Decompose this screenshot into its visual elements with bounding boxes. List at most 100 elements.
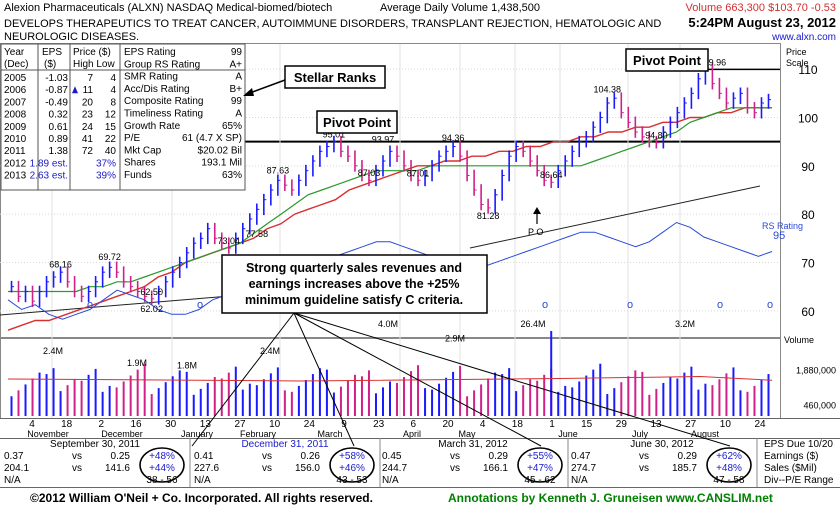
volume-ma-line <box>7 376 773 382</box>
quarter-sales-prev: 166.1 <box>483 463 508 474</box>
fund-year: 2008 <box>4 110 27 121</box>
legend-div-pe: Div--P/E Range <box>764 475 834 486</box>
fund-eps: -0.87 <box>45 85 68 96</box>
price-scale-label: Scale <box>786 58 809 68</box>
highlight-circle <box>329 447 375 483</box>
fund-low: 15 <box>105 122 117 133</box>
quarter-hilo: 38 - 56 <box>146 475 178 486</box>
month-label: March <box>317 429 342 439</box>
fund-eps: 2.63 est. <box>30 171 68 182</box>
earnings-marker: o <box>717 299 723 311</box>
day-label: 4 <box>480 419 486 430</box>
volume-axis-label: 1,880,000 <box>796 366 836 376</box>
quarter-eps-prev: 0.25 <box>111 451 131 462</box>
volume-price: Volume 663,300 $103.70 -0.53 <box>686 2 836 14</box>
quarter-vs: vs <box>72 463 82 474</box>
quarter-hilo: 45 - 62 <box>524 475 556 486</box>
fund-year: 2011 <box>4 146 26 157</box>
day-label: 18 <box>512 419 524 430</box>
rating-value: 65% <box>222 121 242 132</box>
desc-line1: DEVELOPS THERAPEUTICS TO TREAT CANCER, A… <box>4 18 661 30</box>
pivot-1-text: Pivot Point <box>323 115 392 130</box>
quarter-vs: vs <box>639 451 649 462</box>
rating-label: Mkt Cap <box>124 145 162 156</box>
rs-polyline <box>7 221 773 320</box>
rating-label: Funds <box>124 170 152 181</box>
month-label: August <box>691 429 720 439</box>
price-label: 86.64 <box>540 170 563 180</box>
legend-sales: Sales ($Mil) <box>764 463 817 474</box>
day-label: 16 <box>130 419 142 430</box>
quarter-eps-pct: +58% <box>339 451 365 462</box>
rating-label: Group RS Rating <box>124 59 200 70</box>
col-year-sub: (Dec) <box>4 59 28 70</box>
quarter-title: September 30, 2011 <box>50 439 140 450</box>
price-label: 69.72 <box>98 252 121 262</box>
day-label: 10 <box>269 419 281 430</box>
earnings-marker: o <box>197 299 203 311</box>
rating-label: P/E <box>124 133 140 144</box>
fund-eps: -1.03 <box>45 73 68 84</box>
volume-label: 4.0M <box>378 319 398 329</box>
quarter-vs: vs <box>639 463 649 474</box>
trendline <box>469 185 761 249</box>
day-label: 18 <box>61 419 73 430</box>
quarter-eps: 0.47 <box>571 451 591 462</box>
price-label: 104.38 <box>594 84 622 94</box>
quarter-title: December 31, 2011 <box>241 439 329 450</box>
price-label: 77.58 <box>246 229 269 239</box>
price-label: 87.63 <box>267 165 290 175</box>
fund-high: 20 <box>82 97 94 108</box>
rating-value: A+ <box>229 59 242 70</box>
volume-axis-label: 460,000 <box>803 401 836 411</box>
fund-high: 23 <box>82 110 94 121</box>
day-label: 20 <box>442 419 454 430</box>
col-eps-sub: ($) <box>44 59 56 70</box>
callout-pointers <box>191 312 731 447</box>
stock-title: Alexion Pharmaceuticals (ALXN) NASDAQ Me… <box>4 2 332 14</box>
day-label: 15 <box>581 419 593 430</box>
volume-axis-title: Volume <box>784 335 814 345</box>
fund-pct: 37% <box>96 158 116 169</box>
month-label: January <box>181 429 214 439</box>
quarter-sales-pct: +44% <box>149 463 175 474</box>
quarter-eps: 0.41 <box>194 451 214 462</box>
fundamentals-table: Year EPS Price ($) (Dec) ($) High Low <box>0 43 246 191</box>
callout-pointer <box>293 312 542 447</box>
price-label: 62.02 <box>140 304 163 314</box>
fund-low: 40 <box>105 146 117 157</box>
price-label: 73.04 <box>218 236 241 246</box>
fund-year: 2006 <box>4 85 27 96</box>
day-label: 1 <box>549 419 555 430</box>
day-label: 23 <box>373 419 385 430</box>
rating-value: $20.02 Bil <box>198 145 242 156</box>
quarter-sales-pct: +47% <box>527 463 553 474</box>
fund-low: 4 <box>110 73 116 84</box>
col-price: Price ($) <box>73 47 111 58</box>
price-label: 93.97 <box>372 135 395 145</box>
avg-volume: Average Daily Volume 1,438,500 <box>380 2 540 14</box>
pivot-callout-2: Pivot Point <box>625 48 709 72</box>
price-label: 68.16 <box>49 259 72 269</box>
rs-rating-value: 95 <box>773 230 785 242</box>
criteria-line2: earnings increases above the +25% <box>249 277 460 291</box>
month-label: November <box>27 429 69 439</box>
ma50-line <box>8 107 772 293</box>
po-marker: P O <box>528 227 543 237</box>
quarter-sales: 227.6 <box>194 463 219 474</box>
quarter-sales: 204.1 <box>4 463 29 474</box>
price-tick-label: 80 <box>801 208 815 222</box>
earnings-marker: o <box>87 299 93 311</box>
day-label: 27 <box>685 419 697 430</box>
quarter-pe: N/A <box>571 475 588 486</box>
highlight-circle <box>706 447 752 483</box>
volume-label: 1.8M <box>177 361 197 371</box>
stellar-ranks-text: Stellar Ranks <box>294 70 376 85</box>
stellar-ranks-callout: Stellar Ranks <box>243 65 386 96</box>
highlight-circle <box>139 447 185 483</box>
quarter-title: March 31, 2012 <box>438 439 508 450</box>
fund-year: 2010 <box>4 134 27 145</box>
fund-high: 24 <box>82 122 94 133</box>
